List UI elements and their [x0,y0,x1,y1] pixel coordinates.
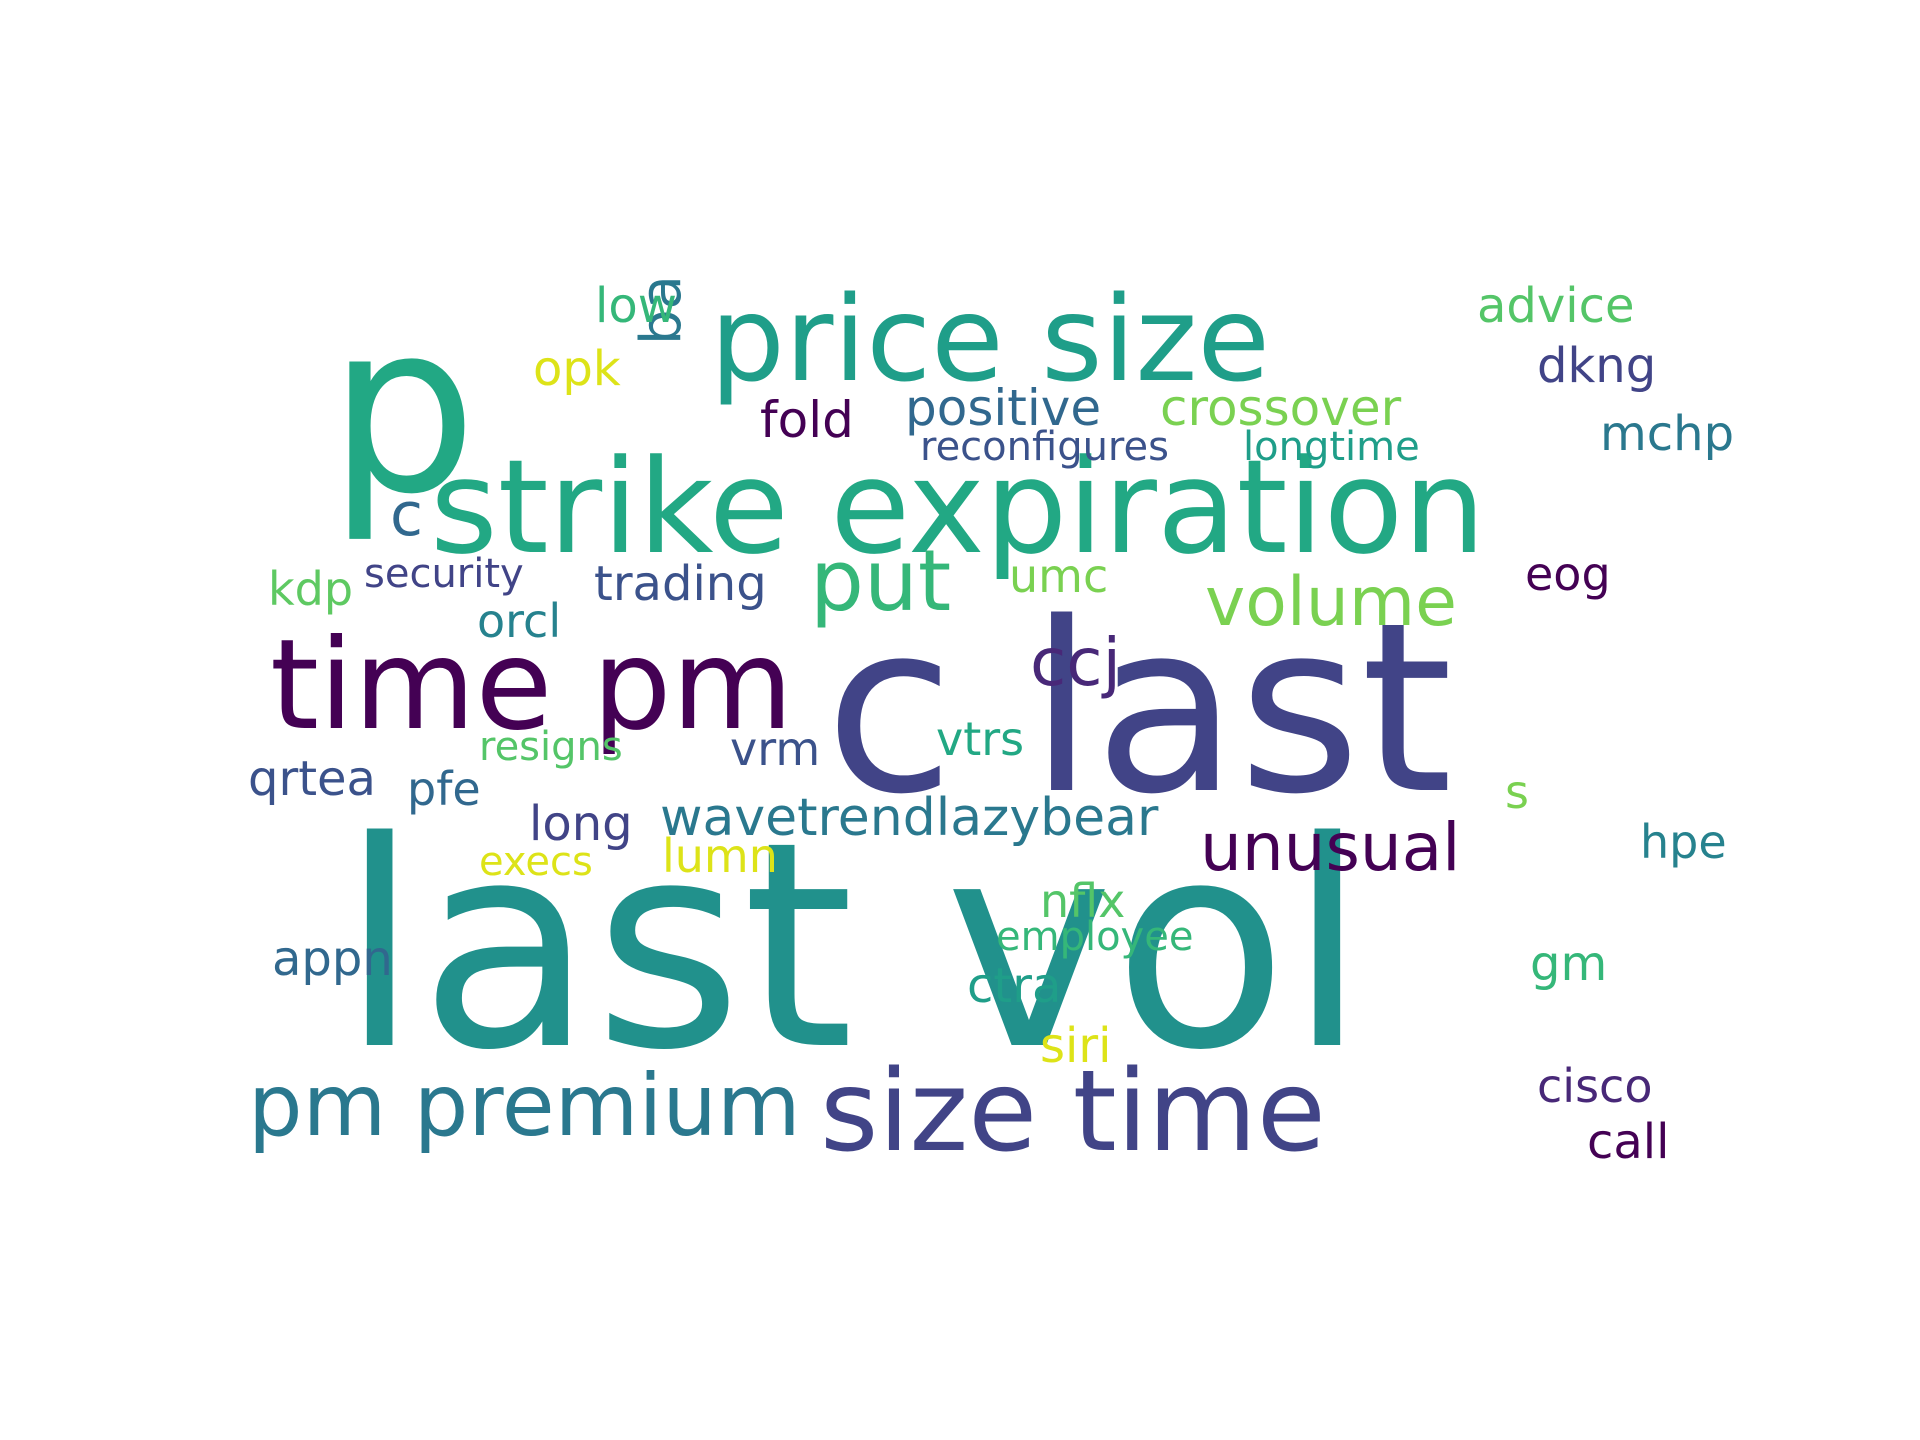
word-reconfigures: reconfigures [920,424,1169,470]
word-eog: eog [1525,547,1611,601]
word-kdp: kdp [268,562,353,616]
word-ccj: ccj [1030,624,1121,701]
word-advice: advice [1477,278,1635,334]
word-price-size: price size [710,270,1270,408]
word-vrm: vrm [730,722,820,776]
word-wavetrendlazybear: wavetrendlazybear [660,788,1159,848]
word-lumn: lumn [662,829,778,883]
word-low: low [595,278,677,334]
word-dkng: dkng [1537,338,1656,394]
word-call: call [1587,1114,1669,1170]
word-umc: umc [1009,549,1108,603]
word-appn: appn [272,931,393,987]
word-long: long [529,796,633,852]
word-longtime: longtime [1243,424,1420,470]
word-c: c [390,480,423,550]
word-ba: ba [629,275,694,345]
word-c-last: c last [825,573,1453,846]
word-trading: trading [594,556,767,612]
word-pfe: pfe [407,762,481,816]
word-nflx: nflx [1040,874,1125,928]
word-last-vol: last vol [340,781,1367,1113]
word-crossover: crossover [1160,379,1402,437]
word-siri: siri [1040,1018,1111,1074]
word-qrtea: qrtea [248,751,376,807]
word-opk: opk [533,341,621,397]
word-positive: positive [905,379,1101,437]
word-orcl: orcl [477,594,561,648]
word-resigns: resigns [479,724,623,770]
word-hpe: hpe [1640,815,1727,869]
word-gm: gm [1530,936,1607,992]
word-security: security [364,551,524,597]
word-employee: employee [996,914,1193,960]
word-unusual: unusual [1200,809,1461,886]
word-p: p [328,273,477,546]
word-time-pm: time pm [270,613,793,758]
word-cisco: cisco [1537,1059,1652,1113]
word-vtrs: vtrs [936,712,1024,766]
word-fold: fold [760,391,854,449]
word-ctra: ctra [967,958,1061,1014]
word-execs: execs [479,839,593,885]
word-pm-premium: pm premium [248,1056,801,1156]
word-s: s [1505,765,1529,819]
word-volume: volume [1205,563,1457,642]
word-mchp: mchp [1600,406,1734,462]
word-size-time: size time [820,1047,1326,1177]
word-put: put [810,532,951,631]
word-strike-expiration: strike expiration [430,431,1486,583]
